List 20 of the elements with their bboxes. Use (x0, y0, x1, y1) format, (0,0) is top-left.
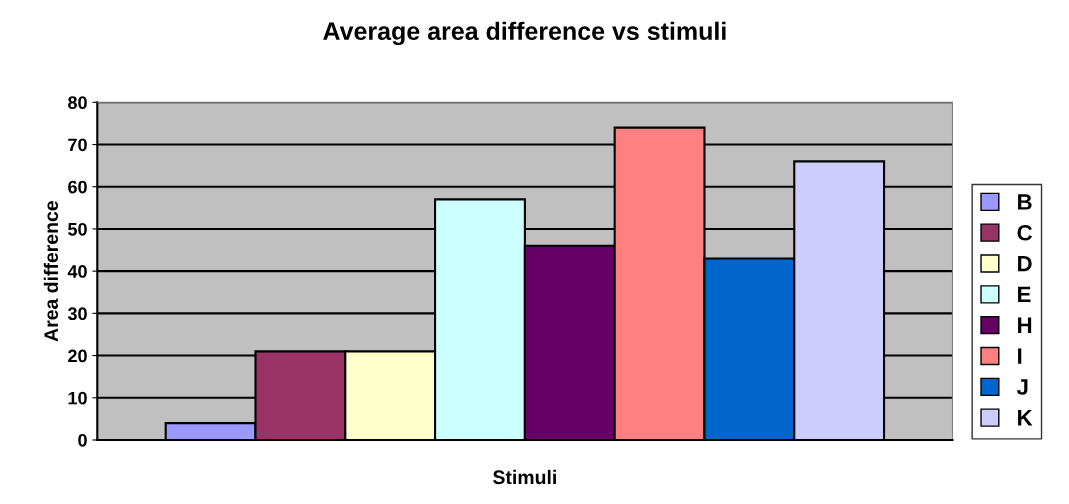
legend-label: C (1017, 224, 1033, 241)
y-tick-label: 80 (68, 96, 87, 110)
chart-title: Average area difference vs stimuli (323, 21, 726, 46)
y-tick-label: 60 (68, 180, 87, 194)
y-tick-label: 40 (67, 265, 87, 278)
legend-label: H (1018, 317, 1032, 333)
legend-label: K (1018, 410, 1033, 426)
x-axis-title: Stimuli (493, 469, 556, 485)
legend-label: D (1018, 255, 1032, 272)
y-axis-title: Area difference (43, 201, 59, 342)
legend-label: I (1018, 348, 1022, 364)
y-tick-label: 70 (68, 138, 87, 152)
y-tick-label: 20 (68, 349, 87, 363)
y-tick-label: 50 (68, 222, 87, 236)
y-tick-label: 30 (67, 307, 87, 321)
legend-label: J (1016, 379, 1028, 395)
legend-label: E (1018, 286, 1031, 303)
legend-label: B (1018, 194, 1032, 210)
y-tick-label: 10 (68, 391, 87, 405)
y-tick-label: 0 (78, 433, 87, 447)
